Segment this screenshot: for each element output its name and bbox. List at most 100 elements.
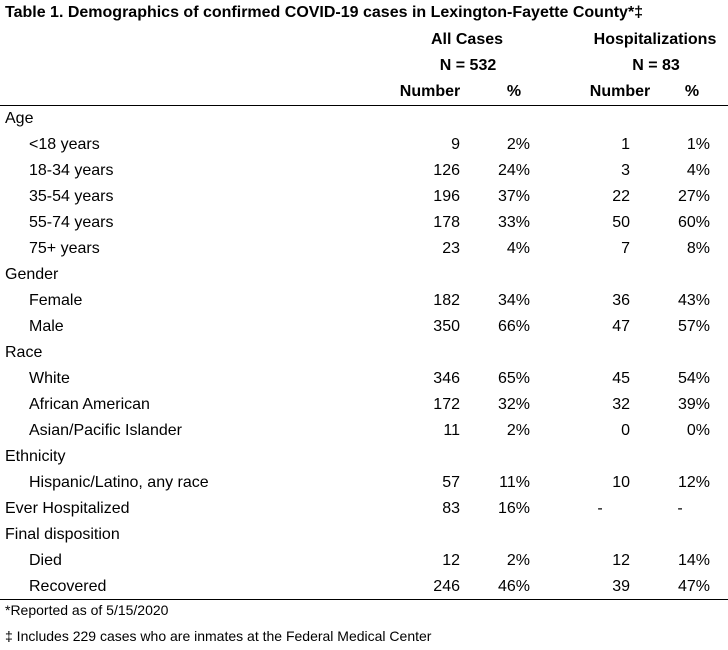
row-label: Race bbox=[5, 344, 43, 361]
table-row: <18 years 9 2% 1 1% bbox=[0, 132, 728, 158]
cell-number-hosp: 3 bbox=[621, 162, 630, 179]
cell-pct-all: 24% bbox=[497, 162, 530, 179]
row-label: Final disposition bbox=[5, 526, 120, 543]
footnote-inmates: ‡ Includes 229 cases who are inmates at … bbox=[5, 628, 432, 644]
cell-number-all: 23 bbox=[442, 240, 460, 257]
column-header-number-all: Number bbox=[399, 83, 461, 100]
cell-pct-hosp: 0% bbox=[686, 422, 710, 439]
cell-pct-hosp: 60% bbox=[677, 214, 710, 231]
row-label: 35-54 years bbox=[29, 188, 114, 205]
table-row: Asian/Pacific Islander 11 2% 0 0% bbox=[0, 418, 728, 444]
row-label: 18-34 years bbox=[29, 162, 114, 179]
table-row: Age bbox=[0, 106, 728, 132]
row-label: Gender bbox=[5, 266, 59, 283]
row-label: White bbox=[29, 370, 70, 387]
bottom-rule bbox=[0, 599, 728, 600]
cell-pct-all: 65% bbox=[497, 370, 530, 387]
cell-number-all: 350 bbox=[433, 318, 460, 335]
cell-number-all: 11 bbox=[443, 422, 460, 439]
table-row: 35-54 years 196 37% 22 27% bbox=[0, 184, 728, 210]
table-row: Male 350 66% 47 57% bbox=[0, 314, 728, 340]
cell-number-hosp: 36 bbox=[612, 292, 630, 309]
cell-number-all: 126 bbox=[433, 162, 460, 179]
cell-number-all: 57 bbox=[442, 474, 460, 491]
row-label: 55-74 years bbox=[29, 214, 114, 231]
cell-number-hosp: 0 bbox=[621, 422, 630, 439]
row-label: Female bbox=[29, 292, 83, 309]
cell-pct-hosp: 27% bbox=[677, 188, 710, 205]
cell-pct-hosp: 57% bbox=[677, 318, 710, 335]
cell-pct-all: 46% bbox=[497, 578, 530, 595]
cell-pct-hosp: 1% bbox=[686, 136, 710, 153]
cell-pct-hosp: 47% bbox=[677, 578, 710, 595]
row-label: African American bbox=[29, 396, 150, 413]
group-header-hospitalizations: Hospitalizations bbox=[593, 31, 717, 48]
row-label: Hispanic/Latino, any race bbox=[29, 474, 209, 491]
cell-number-all: 83 bbox=[442, 500, 460, 517]
cell-number-hosp: 10 bbox=[612, 474, 630, 491]
group-n-hospitalizations: N = 83 bbox=[632, 57, 680, 74]
column-header-number-hosp: Number bbox=[589, 83, 651, 100]
group-n-all-cases: N = 532 bbox=[439, 57, 497, 74]
table-row: Died 12 2% 12 14% bbox=[0, 548, 728, 574]
cell-pct-all: 34% bbox=[497, 292, 530, 309]
row-label: Recovered bbox=[29, 578, 107, 595]
row-label: Ever Hospitalized bbox=[5, 500, 130, 517]
cell-pct-hosp: 43% bbox=[677, 292, 710, 309]
table-row: African American 172 32% 32 39% bbox=[0, 392, 728, 418]
table-row: 55-74 years 178 33% 50 60% bbox=[0, 210, 728, 236]
column-header-pct-all: % bbox=[506, 83, 522, 100]
table-row: Race bbox=[0, 340, 728, 366]
cell-number-all: 346 bbox=[433, 370, 460, 387]
cell-pct-hosp: 14% bbox=[677, 552, 710, 569]
cell-number-hosp: 7 bbox=[621, 240, 630, 257]
table-row: Gender bbox=[0, 262, 728, 288]
table-row: Ever Hospitalized 83 16% - - bbox=[0, 496, 728, 522]
cell-pct-all: 2% bbox=[506, 552, 530, 569]
column-header-pct-hosp: % bbox=[684, 83, 700, 100]
cell-number-hosp: 22 bbox=[612, 188, 630, 205]
row-label: 75+ years bbox=[29, 240, 100, 257]
cell-pct-hosp: 8% bbox=[686, 240, 710, 257]
table-row: 18-34 years 126 24% 3 4% bbox=[0, 158, 728, 184]
row-label: Died bbox=[29, 552, 62, 569]
footnote-reported-date: *Reported as of 5/15/2020 bbox=[5, 602, 169, 618]
table-row: Female 182 34% 36 43% bbox=[0, 288, 728, 314]
row-label: Age bbox=[5, 110, 34, 127]
table-row: 75+ years 23 4% 7 8% bbox=[0, 236, 728, 262]
cell-number-hosp: 50 bbox=[612, 214, 630, 231]
cell-number-all: 246 bbox=[433, 578, 460, 595]
row-label: Ethnicity bbox=[5, 448, 66, 465]
cell-number-hosp: - bbox=[597, 500, 603, 517]
cell-pct-all: 2% bbox=[506, 422, 530, 439]
table-row: Ethnicity bbox=[0, 444, 728, 470]
cell-number-hosp: 12 bbox=[612, 552, 630, 569]
row-label: Asian/Pacific Islander bbox=[29, 422, 182, 439]
group-header-all-cases: All Cases bbox=[430, 31, 504, 48]
cell-pct-all: 2% bbox=[506, 136, 530, 153]
cell-number-hosp: 45 bbox=[612, 370, 630, 387]
cell-number-all: 12 bbox=[442, 552, 460, 569]
table-row: Hispanic/Latino, any race 57 11% 10 12% bbox=[0, 470, 728, 496]
table-row: White 346 65% 45 54% bbox=[0, 366, 728, 392]
row-label: <18 years bbox=[29, 136, 100, 153]
cell-pct-all: 11% bbox=[499, 474, 530, 491]
cell-pct-all: 66% bbox=[497, 318, 530, 335]
cell-pct-all: 37% bbox=[497, 188, 530, 205]
cell-number-all: 196 bbox=[433, 188, 460, 205]
cell-number-hosp: 1 bbox=[621, 136, 630, 153]
cell-pct-all: 16% bbox=[497, 500, 530, 517]
table-row: Final disposition bbox=[0, 522, 728, 548]
table-row: Recovered 246 46% 39 47% bbox=[0, 574, 728, 600]
cell-pct-hosp: 12% bbox=[677, 474, 710, 491]
table-body: Age <18 years 9 2% 1 1% 18-34 years 126 24% 3 4% 35… bbox=[0, 106, 728, 600]
cell-pct-hosp: 4% bbox=[686, 162, 710, 179]
cell-pct-all: 4% bbox=[506, 240, 530, 257]
cell-pct-hosp: - bbox=[677, 500, 683, 517]
cell-pct-hosp: 39% bbox=[677, 396, 710, 413]
cell-number-all: 9 bbox=[451, 136, 460, 153]
table-title: Table 1. Demographics of confirmed COVID… bbox=[5, 4, 644, 21]
cell-pct-hosp: 54% bbox=[677, 370, 710, 387]
cell-number-all: 172 bbox=[433, 396, 460, 413]
